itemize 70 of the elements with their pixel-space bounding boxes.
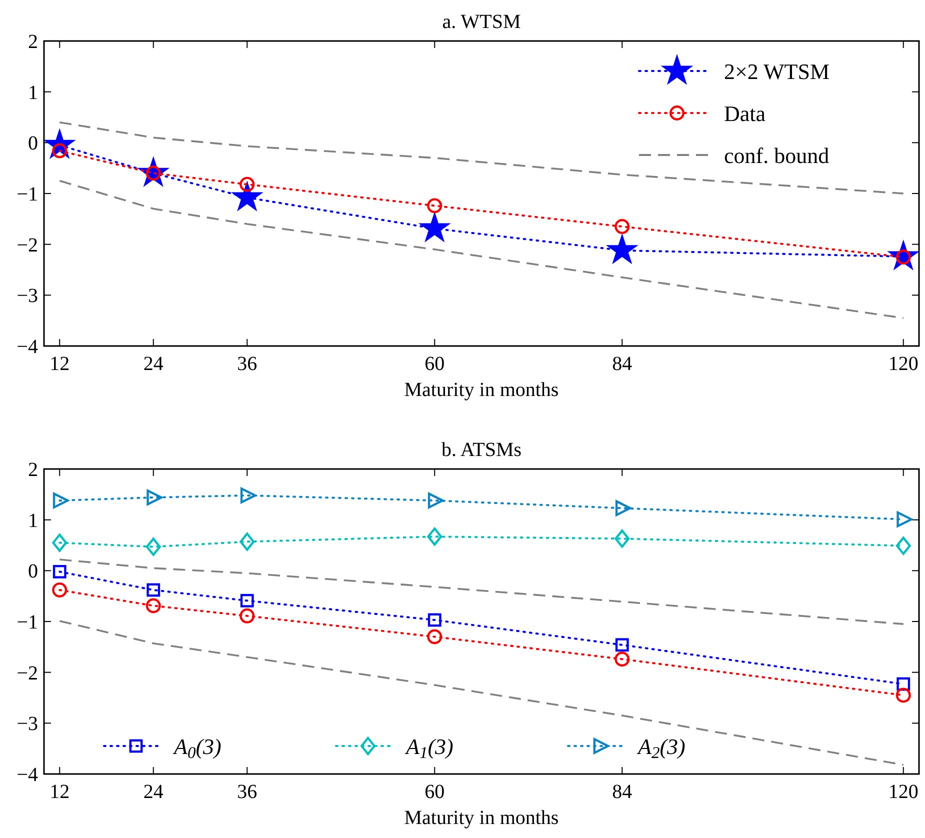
chart-title: b. ATSMs — [441, 439, 522, 461]
point — [615, 638, 629, 652]
x-tick-label: 120 — [888, 353, 918, 375]
point — [427, 528, 442, 546]
legend-label: A$_{2}$(3) — [636, 734, 686, 762]
y-tick-label: −2 — [16, 662, 38, 684]
y-tick-label: −1 — [16, 612, 38, 634]
x-axis-title: Maturity in months — [404, 379, 559, 401]
point — [896, 511, 912, 528]
point — [146, 598, 161, 614]
x-tick-label: 36 — [237, 353, 258, 375]
point — [427, 198, 442, 214]
line-series — [58, 558, 904, 625]
y-tick-label: 2 — [28, 459, 38, 481]
x-tick-label: 84 — [612, 353, 632, 375]
y-tick-label: −3 — [16, 285, 38, 308]
legend-label: 2×2 WTSM — [724, 59, 830, 84]
point — [52, 582, 68, 598]
legend-label: conf. bound — [724, 143, 830, 168]
point — [427, 629, 442, 644]
y-tick-label: −3 — [16, 713, 38, 736]
point — [52, 534, 68, 552]
x-tick-label: 12 — [50, 781, 70, 803]
point — [240, 608, 255, 624]
y-tick-label: 0 — [28, 560, 38, 583]
point — [52, 564, 66, 578]
point — [240, 532, 255, 551]
y-tick-label: −4 — [16, 336, 38, 358]
point — [428, 613, 442, 627]
point — [614, 530, 630, 548]
y-tick-label: −1 — [16, 184, 38, 206]
y-tick-label: −4 — [16, 764, 38, 786]
chart-title: a. WTSM — [442, 11, 521, 33]
x-tick-label: 60 — [424, 353, 445, 375]
point — [146, 538, 161, 556]
legend-label: Data — [724, 101, 766, 126]
y-tick-label: 1 — [28, 510, 38, 532]
x-tick-label: 24 — [143, 781, 164, 803]
point — [240, 488, 256, 504]
point — [896, 536, 911, 555]
x-tick-label: 120 — [888, 781, 918, 803]
y-tick-label: 0 — [28, 132, 38, 155]
y-tick-label: 2 — [28, 31, 38, 53]
line-series — [58, 180, 904, 319]
x-tick-label: 12 — [50, 353, 70, 375]
x-tick-label: 36 — [237, 781, 258, 803]
point — [606, 234, 638, 264]
line-series — [58, 121, 904, 194]
y-tick-label: 1 — [28, 82, 38, 104]
x-tick-label: 84 — [612, 781, 632, 803]
point — [614, 219, 630, 234]
point — [615, 500, 632, 516]
x-tick-label: 24 — [143, 353, 164, 375]
point — [428, 492, 444, 508]
legend-label: A$_{0}$(3) — [172, 734, 222, 762]
point — [896, 688, 911, 703]
point — [896, 677, 910, 691]
point — [232, 182, 262, 211]
point — [146, 583, 160, 597]
point — [52, 492, 69, 508]
legend-label: A$_{1}$(3) — [404, 734, 454, 762]
point — [419, 212, 450, 242]
line-series — [58, 620, 904, 766]
x-tick-label: 60 — [424, 781, 445, 803]
point — [614, 652, 630, 667]
point — [146, 490, 162, 506]
x-axis-title: Maturity in months — [404, 807, 559, 829]
y-tick-label: −2 — [16, 234, 38, 256]
point — [240, 176, 255, 192]
point — [240, 594, 254, 608]
